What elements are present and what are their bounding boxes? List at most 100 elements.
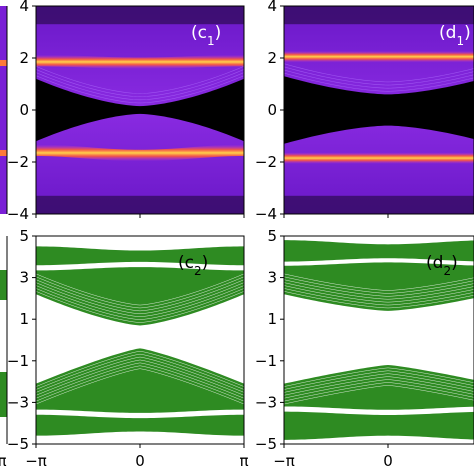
ytick-label-c1: 0 xyxy=(19,101,29,119)
ytick-label-d2: −5 xyxy=(255,435,277,453)
upper-subband-line xyxy=(36,276,244,309)
upper-edge-shade xyxy=(284,6,474,25)
lower-subband-line xyxy=(36,353,244,390)
panel-c2: 5 3 1 −1 −3 −5−π 0 π (c2) xyxy=(7,227,249,470)
ytick-label-d1: 2 xyxy=(267,49,277,67)
upper-subband-line xyxy=(36,273,244,306)
gap-edge-line xyxy=(36,72,244,101)
upper-subband-line xyxy=(36,288,244,320)
upper-subband-line xyxy=(284,291,474,309)
upper-subband-line xyxy=(284,273,474,291)
ytick-label-c1: −2 xyxy=(7,153,29,171)
gap-edge-line xyxy=(284,69,474,89)
panel-label-d1: (d1) xyxy=(439,23,471,48)
upper-subband-line xyxy=(284,285,474,303)
left-heat-band-lower xyxy=(0,150,7,156)
upper-subband-line xyxy=(36,282,244,315)
lower-subband-line xyxy=(36,356,244,393)
plot-area-c1 xyxy=(36,6,244,214)
lower-subband-line xyxy=(36,365,244,402)
lower-subband-line xyxy=(284,373,474,393)
panels-group: 420−2−4(c1)420−2−4(d1)531−1−3−5−π 0 π(c2)5… xyxy=(7,0,474,470)
left-xtick-label: π xyxy=(0,452,7,470)
ytick-label-c2: 1 xyxy=(19,310,29,328)
ytick-label-c1: 2 xyxy=(19,49,29,67)
left-green-upper xyxy=(0,270,7,300)
upper-subband-line xyxy=(36,291,244,323)
band-split-1 xyxy=(36,409,244,419)
ytick-label-d1: 0 xyxy=(267,101,277,119)
ytick-label-c1: 4 xyxy=(19,0,29,15)
xtick-label-c2: π xyxy=(239,452,248,470)
spectral-gap-region xyxy=(36,78,244,142)
panel-frame-d2 xyxy=(283,235,474,445)
lower-edge-shade xyxy=(284,195,474,214)
upper-subband-line xyxy=(284,279,474,297)
upper-subband-line xyxy=(36,285,244,317)
panel-c1: 4 2 0 −2 −4 (c1) xyxy=(7,0,245,223)
lower-subband-line xyxy=(284,370,474,390)
gap-edge-line xyxy=(284,63,474,83)
ytick-label-d2: 5 xyxy=(267,227,277,245)
lower-subband-line xyxy=(36,359,244,396)
lower-band-fill xyxy=(284,364,474,440)
lower-edge-shade xyxy=(36,195,244,214)
panel-d2: 5 3 1 −1 −3 −5−π 0 (d2) xyxy=(255,227,474,470)
spectral-band-0 xyxy=(284,50,474,63)
band-split-1 xyxy=(284,406,474,415)
plot-area-c2 xyxy=(36,236,244,444)
upper-subband-line xyxy=(284,282,474,300)
xtick-label-c2: −π xyxy=(25,452,47,470)
upper-edge-shade xyxy=(36,6,244,25)
left-green-lower xyxy=(0,372,7,417)
panel-label-d2: (d2) xyxy=(426,253,458,278)
left-heatmap-strip xyxy=(0,6,7,214)
ytick-label-d2: −3 xyxy=(255,393,277,411)
lower-subband-line xyxy=(284,376,474,396)
ytick-label-c1: −4 xyxy=(7,205,29,223)
lower-subband-line xyxy=(36,362,244,399)
ytick-label-d2: 3 xyxy=(267,269,277,287)
lower-subband-line xyxy=(36,368,244,405)
ytick-label-c2: −3 xyxy=(7,393,29,411)
band-split-0 xyxy=(284,258,474,266)
xtick-label-d2: −π xyxy=(273,452,295,470)
panel-label-c1: (c1) xyxy=(191,23,221,48)
upper-subband-line xyxy=(36,279,244,312)
band-split-0 xyxy=(36,261,244,271)
ytick-label-c2: −1 xyxy=(7,352,29,370)
left-cropped-panels: π xyxy=(0,6,8,470)
gap-edge-line xyxy=(36,66,244,94)
ytick-label-c2: 5 xyxy=(19,227,29,245)
ytick-label-d2: −1 xyxy=(255,352,277,370)
plot-area-d2 xyxy=(284,236,474,444)
xtick-label-c2: 0 xyxy=(135,452,145,470)
panel-label-c2: (c2) xyxy=(178,253,208,278)
ytick-label-c2: 3 xyxy=(19,269,29,287)
gap-edge-line xyxy=(36,75,244,104)
lower-subband-line xyxy=(284,379,474,399)
ytick-label-d1: 4 xyxy=(267,0,277,15)
upper-subband-line xyxy=(284,276,474,294)
lower-subband-line xyxy=(284,385,474,405)
spectral-band-1 xyxy=(284,152,474,164)
xtick-label-d2: 0 xyxy=(383,452,393,470)
ytick-label-d1: −4 xyxy=(255,205,277,223)
spectral-band-1 xyxy=(36,144,244,162)
spectral-band-0 xyxy=(36,54,244,69)
lower-subband-line xyxy=(284,367,474,387)
left-heat-band-upper xyxy=(0,60,7,66)
upper-subband-line xyxy=(284,288,474,306)
ytick-label-c2: −5 xyxy=(7,435,29,453)
lower-subband-line xyxy=(284,382,474,402)
plot-area-d1 xyxy=(284,6,474,214)
spectral-gap-region xyxy=(284,76,474,144)
ytick-label-d1: −2 xyxy=(255,153,277,171)
upper-band-fill xyxy=(284,240,474,311)
gap-edge-line xyxy=(284,66,474,86)
gap-edge-line xyxy=(284,72,474,92)
ytick-label-d2: 1 xyxy=(267,310,277,328)
gap-edge-line xyxy=(36,69,244,98)
lower-subband-line xyxy=(36,350,244,387)
